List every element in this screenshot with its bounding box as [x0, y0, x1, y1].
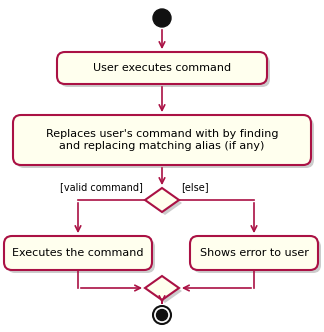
Text: User executes command: User executes command — [93, 63, 231, 73]
FancyBboxPatch shape — [60, 55, 270, 87]
FancyBboxPatch shape — [4, 236, 152, 270]
Text: Replaces user's command with by finding
and replacing matching alias (if any): Replaces user's command with by finding … — [46, 129, 278, 151]
Polygon shape — [145, 188, 179, 212]
FancyBboxPatch shape — [13, 115, 311, 165]
FancyBboxPatch shape — [190, 236, 318, 270]
FancyBboxPatch shape — [7, 239, 155, 273]
Circle shape — [153, 306, 171, 324]
FancyBboxPatch shape — [16, 118, 314, 168]
FancyBboxPatch shape — [193, 239, 321, 273]
Text: Shows error to user: Shows error to user — [200, 248, 308, 258]
FancyBboxPatch shape — [57, 52, 267, 84]
Polygon shape — [148, 279, 182, 303]
Text: [else]: [else] — [181, 182, 209, 192]
Circle shape — [153, 9, 171, 27]
Polygon shape — [145, 276, 179, 300]
Text: [valid command]: [valid command] — [60, 182, 143, 192]
Circle shape — [156, 309, 168, 320]
Text: Executes the command: Executes the command — [12, 248, 144, 258]
Polygon shape — [148, 191, 182, 215]
